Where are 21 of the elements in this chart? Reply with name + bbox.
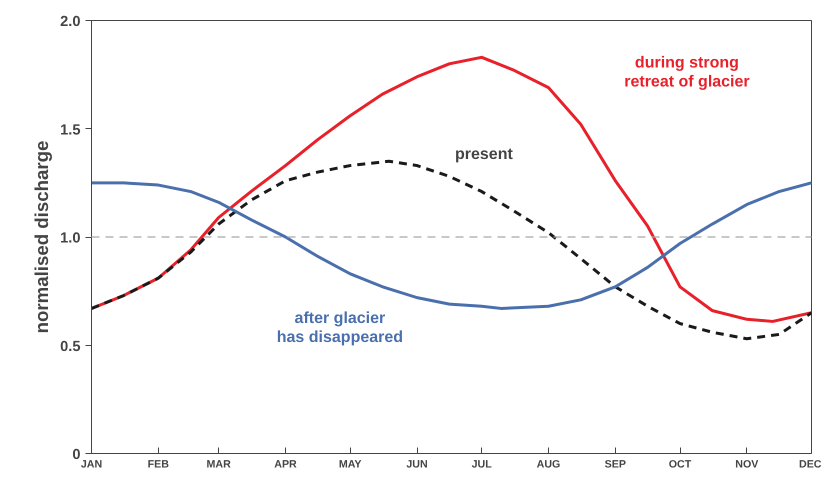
x-tick-label: AUG	[536, 458, 560, 470]
x-tick-label: SEP	[604, 458, 626, 470]
x-tick-label: NOV	[735, 458, 760, 470]
y-tick-label: 0.5	[60, 338, 80, 355]
text: during strong retreat of glacier	[624, 54, 750, 90]
x-tick-label: JUL	[472, 458, 492, 470]
x-tick-label: APR	[274, 458, 298, 470]
x-tick-label: DEC	[799, 458, 821, 470]
x-tick-label: MAY	[338, 458, 362, 470]
series-label: after glacier has disappeared	[276, 310, 404, 346]
y-axis-title: normalised discharge	[31, 140, 52, 334]
y-tick-label: 1.5	[60, 122, 80, 138]
y-tick-label: 0	[72, 447, 81, 463]
x-tick-label: JUN	[406, 458, 428, 470]
series-label: present	[455, 146, 514, 164]
y-tick-label: 1.0	[60, 230, 80, 246]
y-tick-label: 2.0	[60, 14, 80, 30]
x-tick-label: OCT	[668, 458, 692, 470]
x-tick-label: MAR	[206, 458, 232, 470]
x-tick-label: FEB	[148, 458, 170, 470]
x-tick-label: JAN	[80, 458, 102, 470]
